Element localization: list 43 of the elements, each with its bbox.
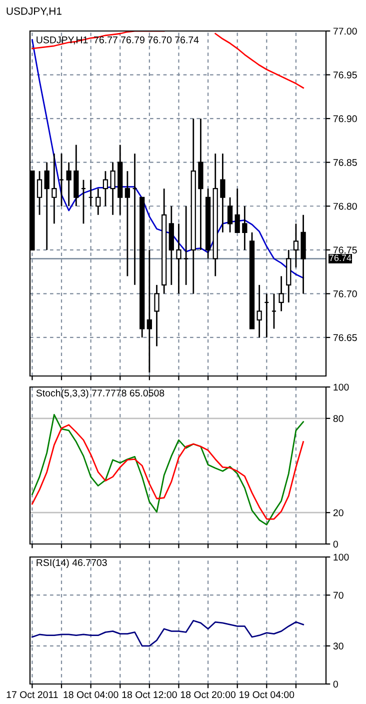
candlestick bbox=[66, 162, 72, 207]
text: USDJPY,H1 bbox=[6, 7, 62, 16]
x-tick-label: 18 Oct 12:00 bbox=[122, 691, 177, 698]
y-tick-label: 76.90 bbox=[333, 115, 357, 122]
candlestick bbox=[227, 196, 233, 234]
candlestick bbox=[102, 170, 108, 207]
y-tick-label: 20 bbox=[333, 509, 344, 516]
line-series bbox=[32, 620, 304, 647]
y-tick-label: 30 bbox=[333, 642, 344, 650]
chart-title: Stoch(5,3,3) 77.7778 65.0508 bbox=[36, 389, 164, 398]
y-tick-label: 76.85 bbox=[333, 159, 357, 166]
candlestick bbox=[278, 275, 284, 312]
candlestick bbox=[96, 188, 101, 216]
candlestick bbox=[220, 152, 226, 234]
candlestick bbox=[110, 162, 116, 216]
y-tick-label: 100 bbox=[334, 384, 349, 391]
chart-title: RSI(14) 46.7703 bbox=[36, 558, 107, 568]
candlestick bbox=[256, 284, 262, 338]
x-tick-label: 19 Oct 04:00 bbox=[240, 691, 294, 698]
y-tick-label: 70 bbox=[333, 592, 344, 599]
candlestick bbox=[176, 222, 182, 294]
y-tick-label: 76.65 bbox=[333, 334, 357, 342]
y-tick-label: 0 bbox=[333, 540, 338, 548]
candlestick bbox=[293, 222, 299, 268]
y-tick-label: 100 bbox=[334, 554, 349, 561]
y-tick-label: 0 bbox=[333, 680, 338, 688]
y-tick-label: 76.95 bbox=[333, 72, 357, 78]
x-tick-label: 18 Oct 20:00 bbox=[180, 691, 236, 698]
y-tick-label: 76.70 bbox=[333, 290, 357, 298]
x-tick-label: 18 Oct 04:00 bbox=[64, 691, 118, 698]
y-tick-label: 76.80 bbox=[333, 202, 357, 210]
y-tick-label: 77.00 bbox=[333, 28, 357, 35]
candlestick bbox=[234, 188, 240, 234]
candlestick bbox=[242, 205, 248, 251]
candlestick bbox=[154, 284, 160, 347]
candlestick bbox=[124, 170, 130, 277]
x-tick-label: 17 Oct 2011 bbox=[6, 691, 58, 698]
y-tick-label: 80 bbox=[333, 415, 344, 422]
candlestick bbox=[44, 162, 50, 251]
y-tick-label: 76.75 bbox=[333, 246, 357, 254]
candlestick bbox=[36, 170, 42, 216]
candlestick bbox=[52, 152, 57, 224]
ref-line-label: 76.74 bbox=[329, 254, 352, 262]
